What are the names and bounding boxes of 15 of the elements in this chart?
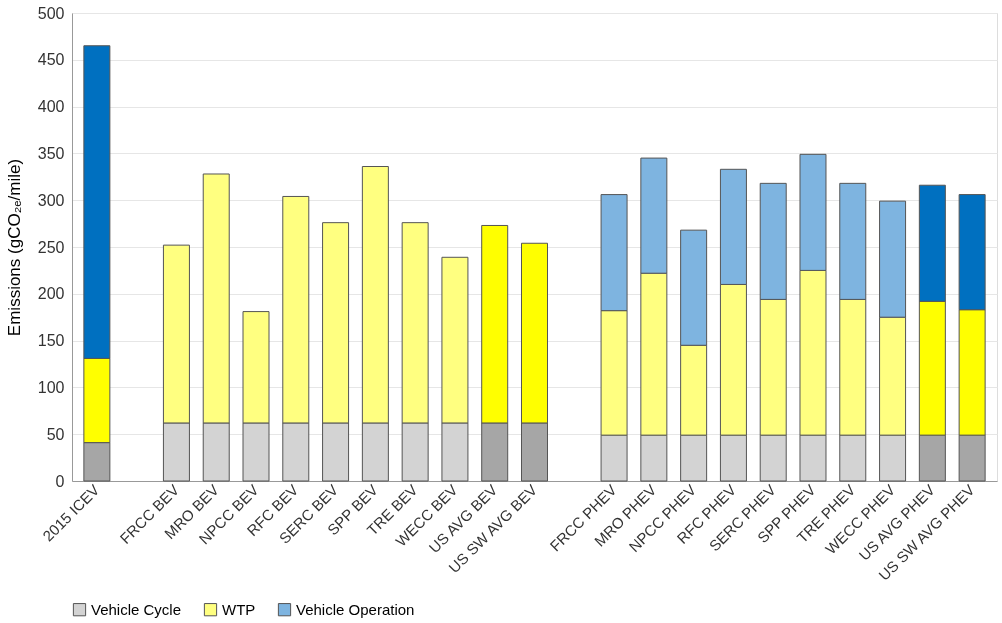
y-tick-label: 500 (37, 4, 65, 22)
legend-label: Vehicle Operation (296, 600, 415, 618)
y-tick-label: 350 (37, 144, 65, 162)
y-tick-label: 150 (37, 332, 65, 350)
y-tick-label: 250 (37, 238, 65, 256)
y-tick-label: 200 (37, 285, 65, 303)
y-tick-label: 0 (55, 472, 65, 490)
y-tick-label: 300 (37, 191, 65, 209)
y-tick-label: 400 (37, 98, 65, 116)
y-tick-label: 450 (37, 51, 65, 69)
legend-label: WTP (222, 600, 256, 618)
y-tick-label: 100 (37, 378, 65, 396)
legend-label: Vehicle Cycle (91, 600, 182, 618)
y-axis-title: Emissions (gCO₂ₑ/mile) (4, 158, 24, 337)
y-tick-label: 50 (46, 425, 65, 443)
